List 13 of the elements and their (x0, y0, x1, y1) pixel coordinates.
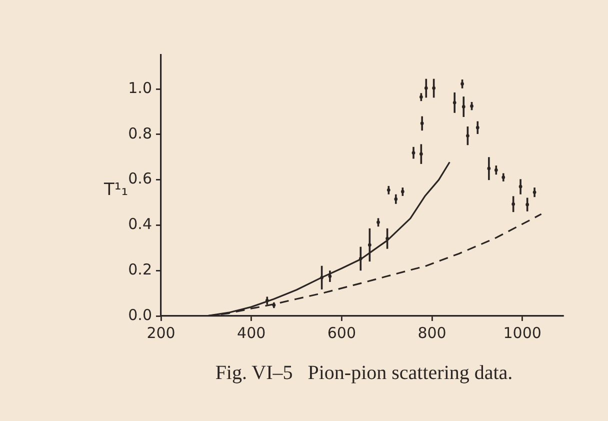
y-tick-label: 0.2 (128, 260, 152, 278)
y-tick-label: 0.0 (128, 306, 152, 324)
x-tick-label: 400 (237, 324, 266, 342)
y-axis-title: T¹₁ (104, 180, 128, 200)
y-tick-label: 0.6 (128, 170, 152, 188)
x-tick-label: 800 (418, 324, 446, 342)
x-tick-label: 600 (327, 324, 356, 342)
x-tick-label: 1000 (503, 324, 542, 342)
x-tick-label: 200 (146, 324, 176, 342)
y-tick-label: 1.0 (128, 78, 152, 97)
y-tick-label: 0.4 (128, 215, 152, 234)
y-tick-label: 0.8 (128, 124, 152, 142)
text: Fig. VI–5 Pion-pion scattering data. (214, 362, 514, 385)
